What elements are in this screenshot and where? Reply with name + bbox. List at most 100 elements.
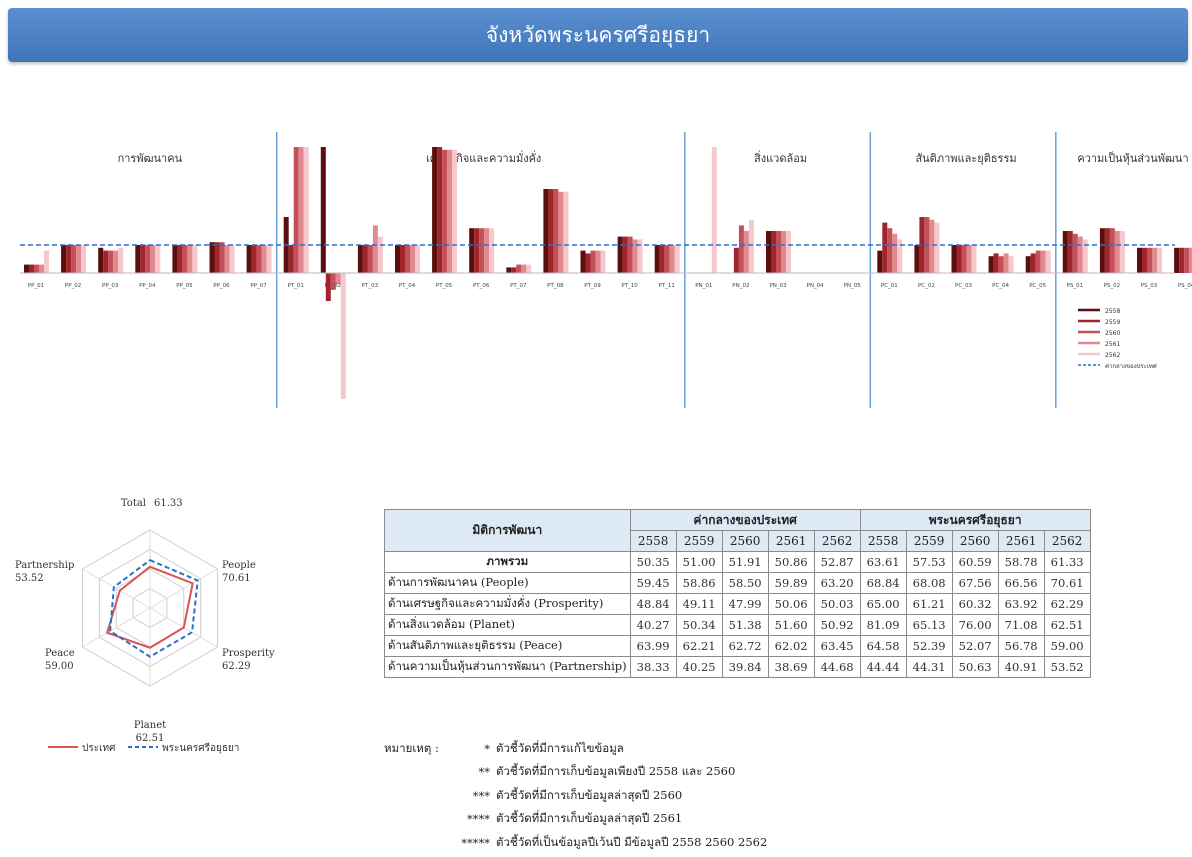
row-label: ด้านสิ่งแวดล้อม (Planet) xyxy=(384,614,631,636)
legend-label: 2558 xyxy=(1105,308,1120,315)
bar-PP_02-2562 xyxy=(81,245,87,273)
table-row: ด้านการพัฒนาคน (People) 59.45 58.86 58.50 59… xyxy=(384,572,1091,594)
province-value: 60.32 xyxy=(951,593,999,615)
bar-PT_11-2561 xyxy=(669,245,675,273)
province-value: 61.21 xyxy=(905,593,953,615)
x-tick-label: PC_05 xyxy=(1029,283,1046,289)
radar-axis-value: 62.51 xyxy=(136,733,165,744)
national-value: 59.45 xyxy=(629,572,677,594)
x-tick-label: PS_01 xyxy=(1067,283,1084,289)
group-label: ความเป็นหุ้นส่วนพัฒนา xyxy=(1077,151,1188,165)
bar-PP_04-2560 xyxy=(145,245,151,273)
x-tick-label: PP_05 xyxy=(176,283,193,289)
x-tick-label: PT_10 xyxy=(621,283,638,289)
bar-PS_03-2560 xyxy=(1147,247,1152,273)
national-value: 51.00 xyxy=(675,551,723,573)
bar-PP_02-2560 xyxy=(71,245,77,273)
province-value: 65.13 xyxy=(905,614,953,636)
province-value: 65.00 xyxy=(859,593,907,615)
radar-axis-value: 59.00 xyxy=(45,661,74,672)
bar-PC_05-2561 xyxy=(1040,250,1046,273)
bar-PP_05-2562 xyxy=(192,245,198,273)
national-year-2562: 2562 xyxy=(813,530,861,552)
bar-PC_01-2560 xyxy=(887,228,893,273)
footnote-mark: **** xyxy=(467,812,490,827)
radar-axis-name: Partnership xyxy=(15,560,74,571)
footnote-text: ตัวชี้วัดที่มีการแก้ไขข้อมูล xyxy=(496,740,624,755)
x-tick-label: PC_04 xyxy=(992,283,1009,289)
bar-PS_02-2560 xyxy=(1109,228,1115,273)
bar-PP_01-2560 xyxy=(34,264,39,273)
national-value: 50.34 xyxy=(675,614,723,636)
bar-PC_05-2560 xyxy=(1035,250,1041,273)
indicator-bar-chart: การพัฒนาคน เศรษฐกิจและความมั่งคั่ง สิ่งแวด… xyxy=(20,132,1192,408)
province-year-2562: 2562 xyxy=(1043,530,1091,552)
bar-PT_01-2559 xyxy=(288,245,294,273)
radar-chart: Total 61.33 People 70.61 Prosperity 62.29 Plan… xyxy=(15,498,275,754)
province-value: 50.63 xyxy=(951,656,999,678)
bar-PC_02-2562 xyxy=(934,222,940,273)
bar-PP_01-2559 xyxy=(29,264,34,273)
bar-PP_07-2560 xyxy=(256,245,262,273)
bar-PT_06-2561 xyxy=(484,228,490,273)
bar-PS_02-2561 xyxy=(1114,231,1120,273)
bar-PT_11-2559 xyxy=(659,245,665,273)
province-year-2558: 2558 xyxy=(859,530,907,552)
bar-PT_02-2561 xyxy=(335,273,341,285)
national-value: 40.25 xyxy=(675,656,723,678)
bar-PP_04-2562 xyxy=(155,245,161,273)
bar-PC_01-2561 xyxy=(892,233,898,273)
province-value: 62.29 xyxy=(1043,593,1091,615)
x-tick-label: PT_03 xyxy=(362,283,379,289)
bar-PS_03-2562 xyxy=(1157,247,1162,273)
radar-axis-name: Planet xyxy=(134,720,166,731)
national-year-2561: 2561 xyxy=(767,530,815,552)
national-value: 38.69 xyxy=(767,656,815,678)
x-tick-label: PP_01 xyxy=(28,283,44,289)
bar-PT_03-2559 xyxy=(362,245,368,273)
x-tick-label: PN_01 xyxy=(695,283,712,289)
x-tick-label: PN_04 xyxy=(807,283,825,289)
bar-PT_04-2559 xyxy=(400,245,405,273)
bar-PS_03-2558 xyxy=(1137,247,1142,273)
bar-PP_07-2559 xyxy=(251,245,257,273)
group-label: การพัฒนาคน xyxy=(118,152,183,165)
province-header: พระนครศรีอยุธยา xyxy=(859,509,1091,531)
row-label: ด้านการพัฒนาคน (People) xyxy=(384,572,631,594)
bar-PT_01-2562 xyxy=(303,147,309,273)
bar-PT_11-2562 xyxy=(674,245,680,273)
footnote-mark: ** xyxy=(478,765,491,780)
bar-PS_03-2559 xyxy=(1142,247,1147,273)
bar-PP_05-2559 xyxy=(177,245,183,273)
bar-PC_03-2561 xyxy=(966,245,972,273)
bar-PT_08-2561 xyxy=(558,191,564,273)
bar-PT_02-2559 xyxy=(325,273,331,301)
province-value: 62.51 xyxy=(1043,614,1091,636)
x-tick-label: PS_03 xyxy=(1141,283,1158,289)
radar-axis-name: Total xyxy=(121,498,146,509)
bar-PT_05-2562 xyxy=(452,149,458,273)
national-value: 40.27 xyxy=(629,614,677,636)
bar-PC_02-2559 xyxy=(919,217,925,273)
bar-PT_02-2560 xyxy=(330,273,336,290)
bar-PT_10-2562 xyxy=(637,239,643,273)
bar-PT_07-2558 xyxy=(506,267,512,273)
footnote-mark: *** xyxy=(472,788,490,803)
x-tick-label: PT_05 xyxy=(436,283,453,289)
bar-PT_07-2559 xyxy=(511,267,517,273)
national-value: 58.50 xyxy=(721,572,769,594)
table-row: ด้านสิ่งแวดล้อม (Planet) 40.27 50.34 51.38 5… xyxy=(384,614,1091,636)
x-tick-label: PS_02 xyxy=(1104,283,1121,289)
bar-PT_01-2561 xyxy=(298,147,304,273)
national-value: 63.99 xyxy=(629,635,677,657)
x-tick-label: PN_05 xyxy=(844,283,862,289)
bar-PT_09-2558 xyxy=(580,250,586,273)
row-label: ด้านเศรษฐกิจและความมั่งคั่ง (Prosperity) xyxy=(384,593,631,615)
table-viewport: มิติการพัฒนา ค่ากลางของประเทศ พระนครศรีอ… xyxy=(384,509,1192,729)
province-value: 63.92 xyxy=(997,593,1045,615)
province-value: 64.58 xyxy=(859,635,907,657)
national-value: 59.89 xyxy=(767,572,815,594)
bar-PS_01-2558 xyxy=(1062,231,1068,273)
province-value: 53.52 xyxy=(1043,656,1091,678)
national-value: 51.60 xyxy=(767,614,815,636)
